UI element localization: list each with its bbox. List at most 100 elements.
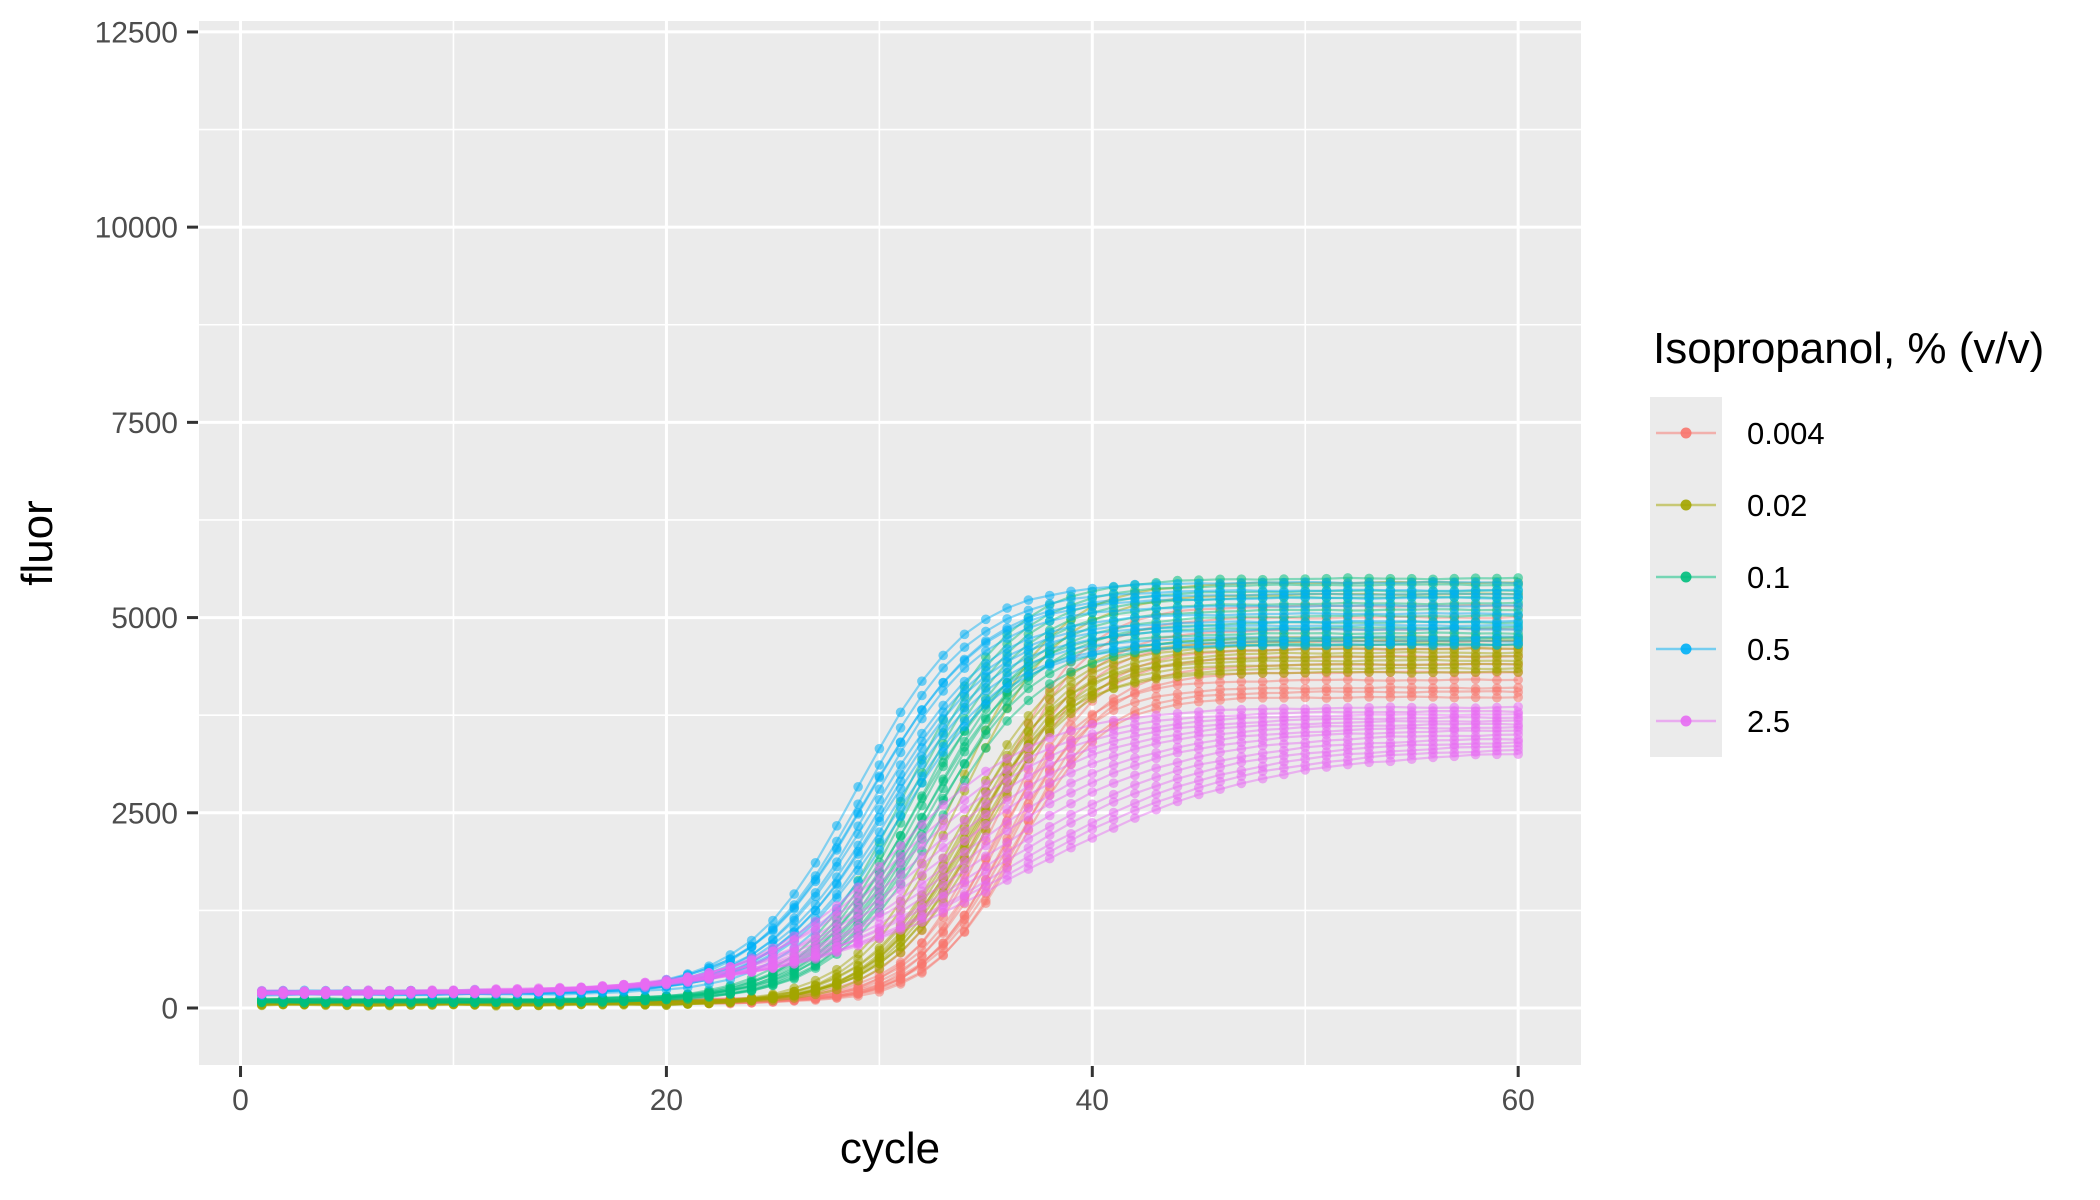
series-point-0.5	[1513, 600, 1523, 611]
series-point-0.004	[1492, 675, 1502, 685]
series-point-0.1	[959, 742, 970, 752]
series-point-0.5	[1321, 588, 1332, 599]
series-point-0.5	[853, 821, 863, 831]
series-point-0.5	[1364, 600, 1374, 611]
series-point-0.02	[746, 994, 757, 1005]
series-point-2.5	[1108, 778, 1119, 788]
series-point-0.004	[1300, 692, 1310, 703]
series-point-2.5	[895, 851, 906, 862]
series-point-2.5	[1257, 740, 1268, 751]
series-point-2.5	[1194, 789, 1204, 800]
series-point-2.5	[1023, 790, 1034, 800]
series-point-2.5	[1108, 814, 1119, 825]
series-point-2.5	[1108, 743, 1119, 753]
series-point-0.5	[1257, 577, 1268, 588]
series-point-2.5	[981, 840, 991, 851]
series-point-0.5	[1428, 576, 1438, 587]
series-point-0.5	[1172, 579, 1183, 589]
legend-key-dot	[1680, 715, 1692, 727]
series-point-2.5	[1002, 774, 1012, 785]
series-point-0.1	[789, 974, 799, 984]
series-point-0.02	[1066, 689, 1076, 700]
series-point-2.5	[1428, 752, 1438, 763]
series-point-0.5	[1002, 671, 1012, 681]
series-point-0.1	[917, 812, 927, 823]
series-point-0.5	[1108, 646, 1119, 657]
legend-label: 0.5	[1747, 632, 1790, 667]
series-point-0.1	[704, 990, 714, 1000]
series-point-0.5	[1108, 595, 1119, 605]
series-point-0.02	[1364, 667, 1374, 677]
series-point-2.5	[1151, 753, 1161, 764]
series-point-0.5	[1257, 601, 1268, 611]
series-point-0.1	[959, 775, 970, 786]
series-point-0.004	[874, 973, 885, 984]
series-point-0.1	[981, 743, 991, 753]
series-point-0.02	[832, 978, 842, 989]
legend-key-dot	[1680, 499, 1692, 511]
series-point-2.5	[1108, 789, 1119, 800]
series-point-0.5	[895, 802, 906, 812]
series-point-0.5	[1066, 601, 1076, 612]
series-point-0.5	[895, 776, 906, 786]
series-point-0.004	[1087, 709, 1098, 720]
series-point-2.5	[959, 856, 970, 867]
series-point-0.5	[1236, 601, 1247, 612]
series-point-0.5	[1002, 663, 1012, 674]
series-point-0.1	[1023, 695, 1034, 706]
series-point-2.5	[938, 879, 948, 890]
series-point-0.5	[981, 626, 991, 637]
series-point-0.5	[1066, 594, 1076, 604]
series-point-2.5	[1108, 768, 1119, 778]
series-point-0.5	[832, 893, 842, 903]
series-point-2.5	[1172, 747, 1183, 758]
series-point-0.5	[938, 663, 948, 673]
series-point-2.5	[1023, 843, 1034, 853]
series-point-0.5	[832, 821, 842, 831]
series-point-2.5	[1236, 778, 1247, 789]
series-point-2.5	[1023, 803, 1034, 814]
series-point-0.5	[1279, 577, 1289, 588]
series-point-2.5	[619, 980, 629, 991]
series-point-2.5	[895, 859, 906, 869]
series-point-0.5	[1130, 593, 1140, 603]
series-point-0.5	[959, 689, 970, 700]
series-point-2.5	[1130, 813, 1140, 823]
series-point-2.5	[682, 975, 693, 986]
series-point-0.02	[874, 951, 885, 962]
series-point-0.5	[1449, 588, 1460, 599]
series-point-2.5	[874, 912, 885, 922]
series-point-0.5	[1449, 608, 1460, 619]
series-point-2.5	[1364, 757, 1374, 768]
series-point-2.5	[1044, 732, 1055, 743]
series-point-2.5	[895, 869, 906, 879]
series-point-2.5	[981, 832, 991, 842]
series-point-2.5	[959, 795, 970, 805]
series-point-0.5	[1385, 578, 1396, 588]
series-point-0.5	[1257, 620, 1268, 631]
series-point-2.5	[384, 987, 395, 998]
series-point-0.5	[959, 698, 970, 709]
legend-key-dot	[1680, 643, 1692, 655]
series-point-2.5	[1044, 759, 1055, 770]
series-point-2.5	[981, 799, 991, 809]
series-point-0.02	[853, 966, 863, 977]
series-point-2.5	[1066, 750, 1076, 761]
series-point-2.5	[981, 809, 991, 820]
series-point-0.5	[725, 954, 736, 965]
series-point-2.5	[1236, 757, 1247, 767]
series-point-0.5	[917, 728, 927, 739]
series-point-2.5	[1194, 782, 1204, 793]
series-point-2.5	[810, 954, 821, 964]
series-point-0.1	[938, 776, 948, 787]
series-point-0.02	[1087, 691, 1098, 701]
series-point-0.004	[981, 898, 991, 908]
series-point-2.5	[1087, 807, 1098, 818]
series-point-0.5	[1343, 620, 1353, 631]
series-point-0.5	[981, 678, 991, 688]
series-point-2.5	[981, 766, 991, 777]
series-point-0.5	[938, 747, 948, 757]
series-point-0.004	[938, 950, 948, 960]
series-point-0.5	[1470, 620, 1481, 631]
series-point-0.5	[1300, 589, 1310, 599]
